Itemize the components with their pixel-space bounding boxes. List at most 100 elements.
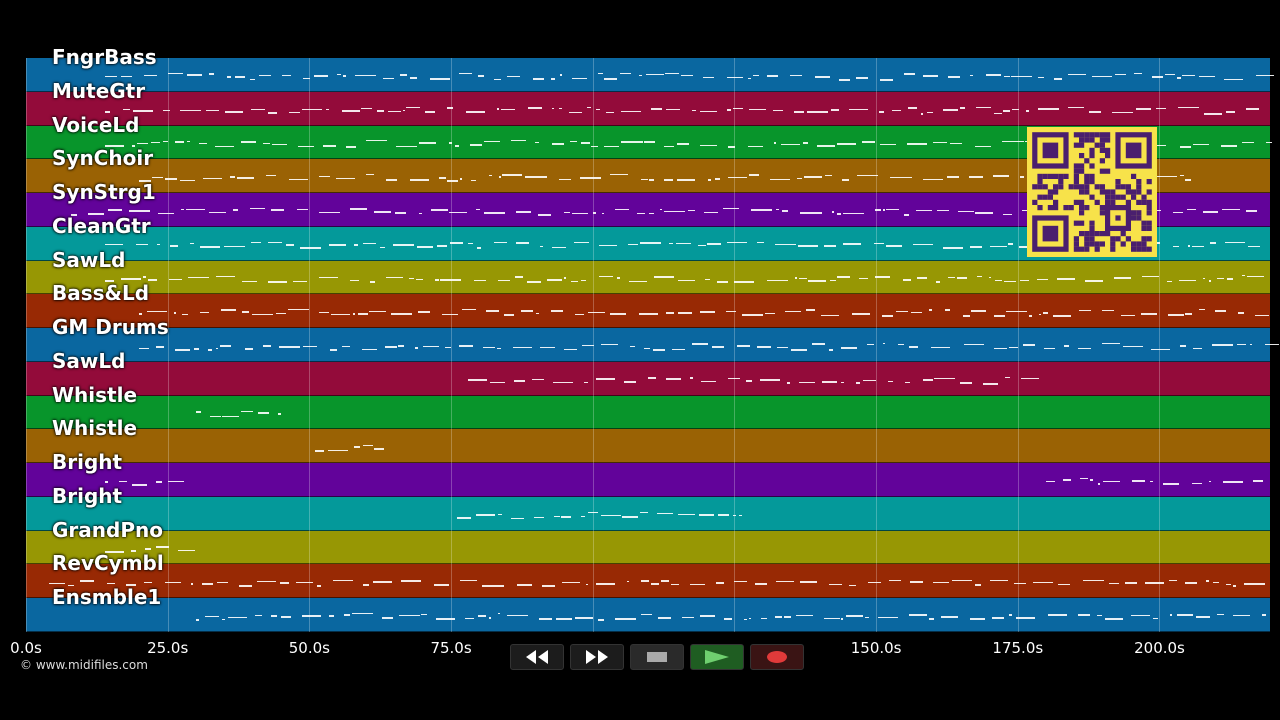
stop-button[interactable] [630, 644, 684, 670]
note-mark [193, 347, 200, 350]
note-mark [986, 73, 1002, 76]
note-mark [666, 378, 681, 381]
note-mark [422, 345, 439, 347]
note-mark [747, 145, 764, 147]
note-mark [528, 107, 542, 110]
note-mark [1018, 246, 1034, 249]
note-mark [208, 348, 213, 351]
note-mark [328, 450, 349, 452]
note-mark [948, 75, 961, 78]
note-mark [1156, 108, 1166, 110]
note-mark [547, 279, 562, 282]
note-mark [177, 549, 196, 551]
note-mark [531, 379, 544, 381]
note-mark [1195, 616, 1210, 619]
note-mark [302, 614, 322, 617]
note-mark [317, 584, 321, 587]
note-mark [278, 345, 300, 348]
note-mark [105, 550, 124, 553]
note-mark [1002, 213, 1012, 215]
note-mark [488, 175, 492, 177]
note-mark [144, 582, 152, 584]
note-mark [1067, 73, 1086, 75]
note-mark [1011, 75, 1033, 77]
fast-forward-button[interactable] [570, 644, 624, 670]
note-mark [1232, 584, 1236, 587]
note-mark [318, 277, 338, 279]
note-mark [398, 345, 404, 348]
note-mark [963, 343, 985, 345]
note-mark [1002, 141, 1024, 143]
note-mark [241, 141, 256, 144]
note-mark [598, 245, 618, 247]
note-mark [139, 179, 152, 182]
note-mark [139, 348, 150, 350]
note-mark [856, 381, 861, 384]
note-mark [465, 111, 485, 114]
note-mark [936, 281, 941, 284]
note-mark [551, 143, 565, 146]
note-mark [105, 144, 124, 147]
note-mark [250, 207, 266, 209]
rewind-button[interactable] [510, 644, 564, 670]
note-mark [701, 380, 717, 382]
track-row [26, 564, 1270, 599]
note-mark [831, 210, 834, 213]
note-mark [1255, 314, 1270, 316]
note-mark [663, 145, 674, 147]
note-mark [653, 275, 674, 278]
note-mark [948, 277, 955, 279]
note-mark [764, 312, 776, 314]
record-button[interactable] [750, 644, 804, 670]
note-mark [281, 74, 291, 76]
note-mark [198, 143, 207, 145]
note-mark [885, 245, 902, 248]
note-mark [1012, 109, 1020, 111]
note-mark [690, 377, 693, 380]
note-mark [449, 242, 463, 245]
play-button[interactable] [690, 644, 744, 670]
note-mark [498, 280, 510, 282]
note-mark [353, 446, 361, 449]
note-mark [262, 344, 271, 347]
note-mark [395, 211, 407, 214]
note-mark [482, 346, 496, 348]
note-mark [1241, 275, 1245, 277]
note-mark [749, 174, 760, 177]
note-mark [1180, 344, 1186, 347]
note-mark [494, 241, 507, 243]
note-mark [477, 75, 484, 78]
note-mark [947, 175, 960, 178]
note-mark [147, 278, 157, 281]
note-mark [250, 242, 261, 244]
note-mark [786, 381, 791, 384]
note-mark [823, 245, 836, 248]
note-mark [839, 78, 851, 81]
note-mark [315, 449, 324, 452]
note-mark [436, 617, 456, 620]
note-mark [535, 142, 540, 144]
note-mark [254, 614, 263, 616]
note-mark [848, 109, 868, 111]
note-mark [639, 241, 662, 244]
note-mark [640, 580, 650, 583]
note-mark [1043, 312, 1048, 315]
note-mark [1224, 241, 1245, 243]
note-mark [800, 581, 817, 584]
note-mark [105, 76, 117, 78]
note-mark [743, 618, 747, 620]
track-label: VoiceLd [52, 112, 140, 137]
note-mark [1217, 278, 1224, 280]
note-mark [639, 512, 648, 514]
note-mark [837, 143, 857, 146]
note-mark [976, 106, 992, 108]
track-label: GM Drums [52, 315, 169, 340]
note-mark [904, 73, 915, 76]
note-mark [130, 550, 136, 553]
note-mark [1178, 279, 1197, 281]
note-mark [671, 584, 679, 586]
note-mark [373, 448, 385, 451]
note-mark [258, 74, 272, 76]
note-mark [186, 73, 202, 76]
note-mark [373, 211, 392, 214]
